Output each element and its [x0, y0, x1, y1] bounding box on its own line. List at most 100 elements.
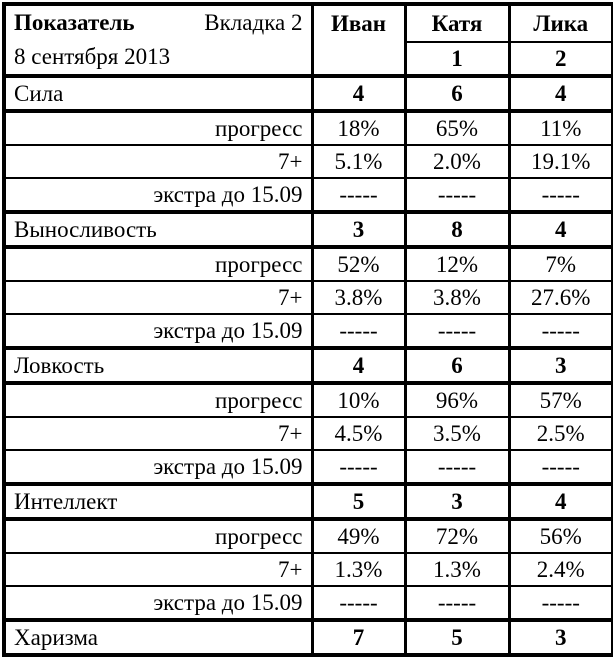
person-header: Иван — [310, 3, 407, 77]
metric-value-cell: ----- — [507, 449, 613, 485]
section-row: Выносливость 3 8 4 — [2, 210, 613, 249]
metric-label-cell: 7+ — [2, 552, 314, 587]
metric-value-cell: 49% — [310, 518, 407, 554]
section-name-cell: Ловкость — [2, 346, 314, 385]
metric-label-cell: 7+ — [2, 280, 314, 315]
metric-value-cell: ----- — [507, 585, 613, 621]
metric-value-cell: 1.3% — [403, 552, 511, 587]
metric-row: экстра до 15.09 ----- ----- ----- — [2, 313, 613, 349]
indicator-title-label: Показатель — [14, 10, 135, 35]
metric-row: экстра до 15.09 ----- ----- ----- — [2, 177, 613, 213]
metric-row: 7+ 1.3% 1.3% 2.4% — [2, 552, 613, 587]
metric-row: 7+ 5.1% 2.0% 19.1% — [2, 144, 613, 179]
section-score-cell: 4 — [310, 346, 407, 385]
section-name-cell: Выносливость — [2, 210, 314, 249]
metric-value-cell: 96% — [403, 382, 511, 418]
metric-value-cell: 4.5% — [310, 416, 407, 451]
metric-row: 7+ 3.8% 3.8% 27.6% — [2, 280, 613, 315]
section-score-cell: 6 — [403, 74, 511, 113]
section-name-cell: Интеллект — [2, 482, 314, 521]
date-label: 8 сентября 2013 — [14, 44, 171, 69]
section-name-cell: Харизма — [2, 618, 314, 657]
section-score-cell: 3 — [403, 482, 511, 521]
section-score-cell: 6 — [403, 346, 511, 385]
metric-value-cell: ----- — [403, 585, 511, 621]
metric-value-cell: 57% — [507, 382, 613, 418]
section-row: Харизма 7 5 3 — [2, 618, 613, 657]
metric-value-cell: 18% — [310, 110, 407, 146]
table-body: Показатель Вкладка 2 8 сентября 2013 Иван Ка… — [2, 3, 613, 657]
metric-value-cell: ----- — [310, 313, 407, 349]
metric-row: 7+ 4.5% 3.5% 2.5% — [2, 416, 613, 451]
header-line-1: Показатель Вкладка 2 — [14, 6, 303, 40]
metric-row: прогресс 49% 72% 56% — [2, 518, 613, 554]
section-score-cell: 7 — [310, 618, 407, 657]
metric-value-cell: 3.8% — [403, 280, 511, 315]
metric-value-cell: 2.4% — [507, 552, 613, 587]
section-score-cell: 4 — [507, 482, 613, 521]
section-score-cell: 3 — [507, 346, 613, 385]
metric-value-cell: ----- — [403, 177, 511, 213]
tab-label: Вкладка 2 — [204, 10, 303, 35]
section-row: Ловкость 4 6 3 — [2, 346, 613, 385]
metric-value-cell: 2.0% — [403, 144, 511, 179]
metric-value-cell: 3.5% — [403, 416, 511, 451]
metric-row: экстра до 15.09 ----- ----- ----- — [2, 449, 613, 485]
person-number-cell: 2 — [507, 41, 613, 77]
metric-row: прогресс 52% 12% 7% — [2, 246, 613, 282]
metric-label-cell: прогресс — [2, 518, 314, 554]
metric-value-cell: 5.1% — [310, 144, 407, 179]
section-score-cell: 4 — [310, 74, 407, 113]
metric-row: экстра до 15.09 ----- ----- ----- — [2, 585, 613, 621]
metric-value-cell: 72% — [403, 518, 511, 554]
metric-value-cell: ----- — [403, 449, 511, 485]
section-score-cell: 3 — [507, 618, 613, 657]
metric-value-cell: ----- — [310, 177, 407, 213]
section-score-cell: 5 — [403, 618, 511, 657]
section-name-cell: Сила — [2, 74, 314, 113]
person-number-cell: 1 — [403, 41, 511, 77]
header-row-1: Показатель Вкладка 2 8 сентября 2013 Иван Ка… — [2, 3, 613, 77]
metric-value-cell: 11% — [507, 110, 613, 146]
metric-label-cell: экстра до 15.09 — [2, 585, 314, 621]
indicator-header-cell: Показатель Вкладка 2 8 сентября 2013 — [2, 3, 314, 77]
metric-value-cell: ----- — [507, 313, 613, 349]
metric-row: прогресс 18% 65% 11% — [2, 110, 613, 146]
metric-value-cell: 56% — [507, 518, 613, 554]
metric-value-cell: 2.5% — [507, 416, 613, 451]
metric-row: прогресс 10% 96% 57% — [2, 382, 613, 418]
section-row: Интеллект 5 3 4 — [2, 482, 613, 521]
section-row: Сила 4 6 4 — [2, 74, 613, 113]
person-header: Лика — [507, 3, 613, 43]
metric-value-cell: 12% — [403, 246, 511, 282]
section-score-cell: 4 — [507, 74, 613, 113]
metric-value-cell: 52% — [310, 246, 407, 282]
metric-value-cell: 19.1% — [507, 144, 613, 179]
metric-value-cell: ----- — [310, 585, 407, 621]
metric-label-cell: экстра до 15.09 — [2, 449, 314, 485]
metric-label-cell: экстра до 15.09 — [2, 177, 314, 213]
metric-label-cell: экстра до 15.09 — [2, 313, 314, 349]
metric-label-cell: прогресс — [2, 110, 314, 146]
section-score-cell: 3 — [310, 210, 407, 249]
section-score-cell: 4 — [507, 210, 613, 249]
metric-label-cell: прогресс — [2, 382, 314, 418]
metric-value-cell: ----- — [403, 313, 511, 349]
metric-value-cell: 65% — [403, 110, 511, 146]
section-score-cell: 5 — [310, 482, 407, 521]
metric-label-cell: 7+ — [2, 144, 314, 179]
metric-value-cell: 10% — [310, 382, 407, 418]
section-score-cell: 8 — [403, 210, 511, 249]
metric-label-cell: прогресс — [2, 246, 314, 282]
metric-label-cell: 7+ — [2, 416, 314, 451]
metric-value-cell: 27.6% — [507, 280, 613, 315]
person-header: Катя — [403, 3, 511, 43]
metric-value-cell: 7% — [507, 246, 613, 282]
metric-value-cell: 3.8% — [310, 280, 407, 315]
metric-value-cell: ----- — [310, 449, 407, 485]
metric-value-cell: 1.3% — [310, 552, 407, 587]
metric-value-cell: ----- — [507, 177, 613, 213]
